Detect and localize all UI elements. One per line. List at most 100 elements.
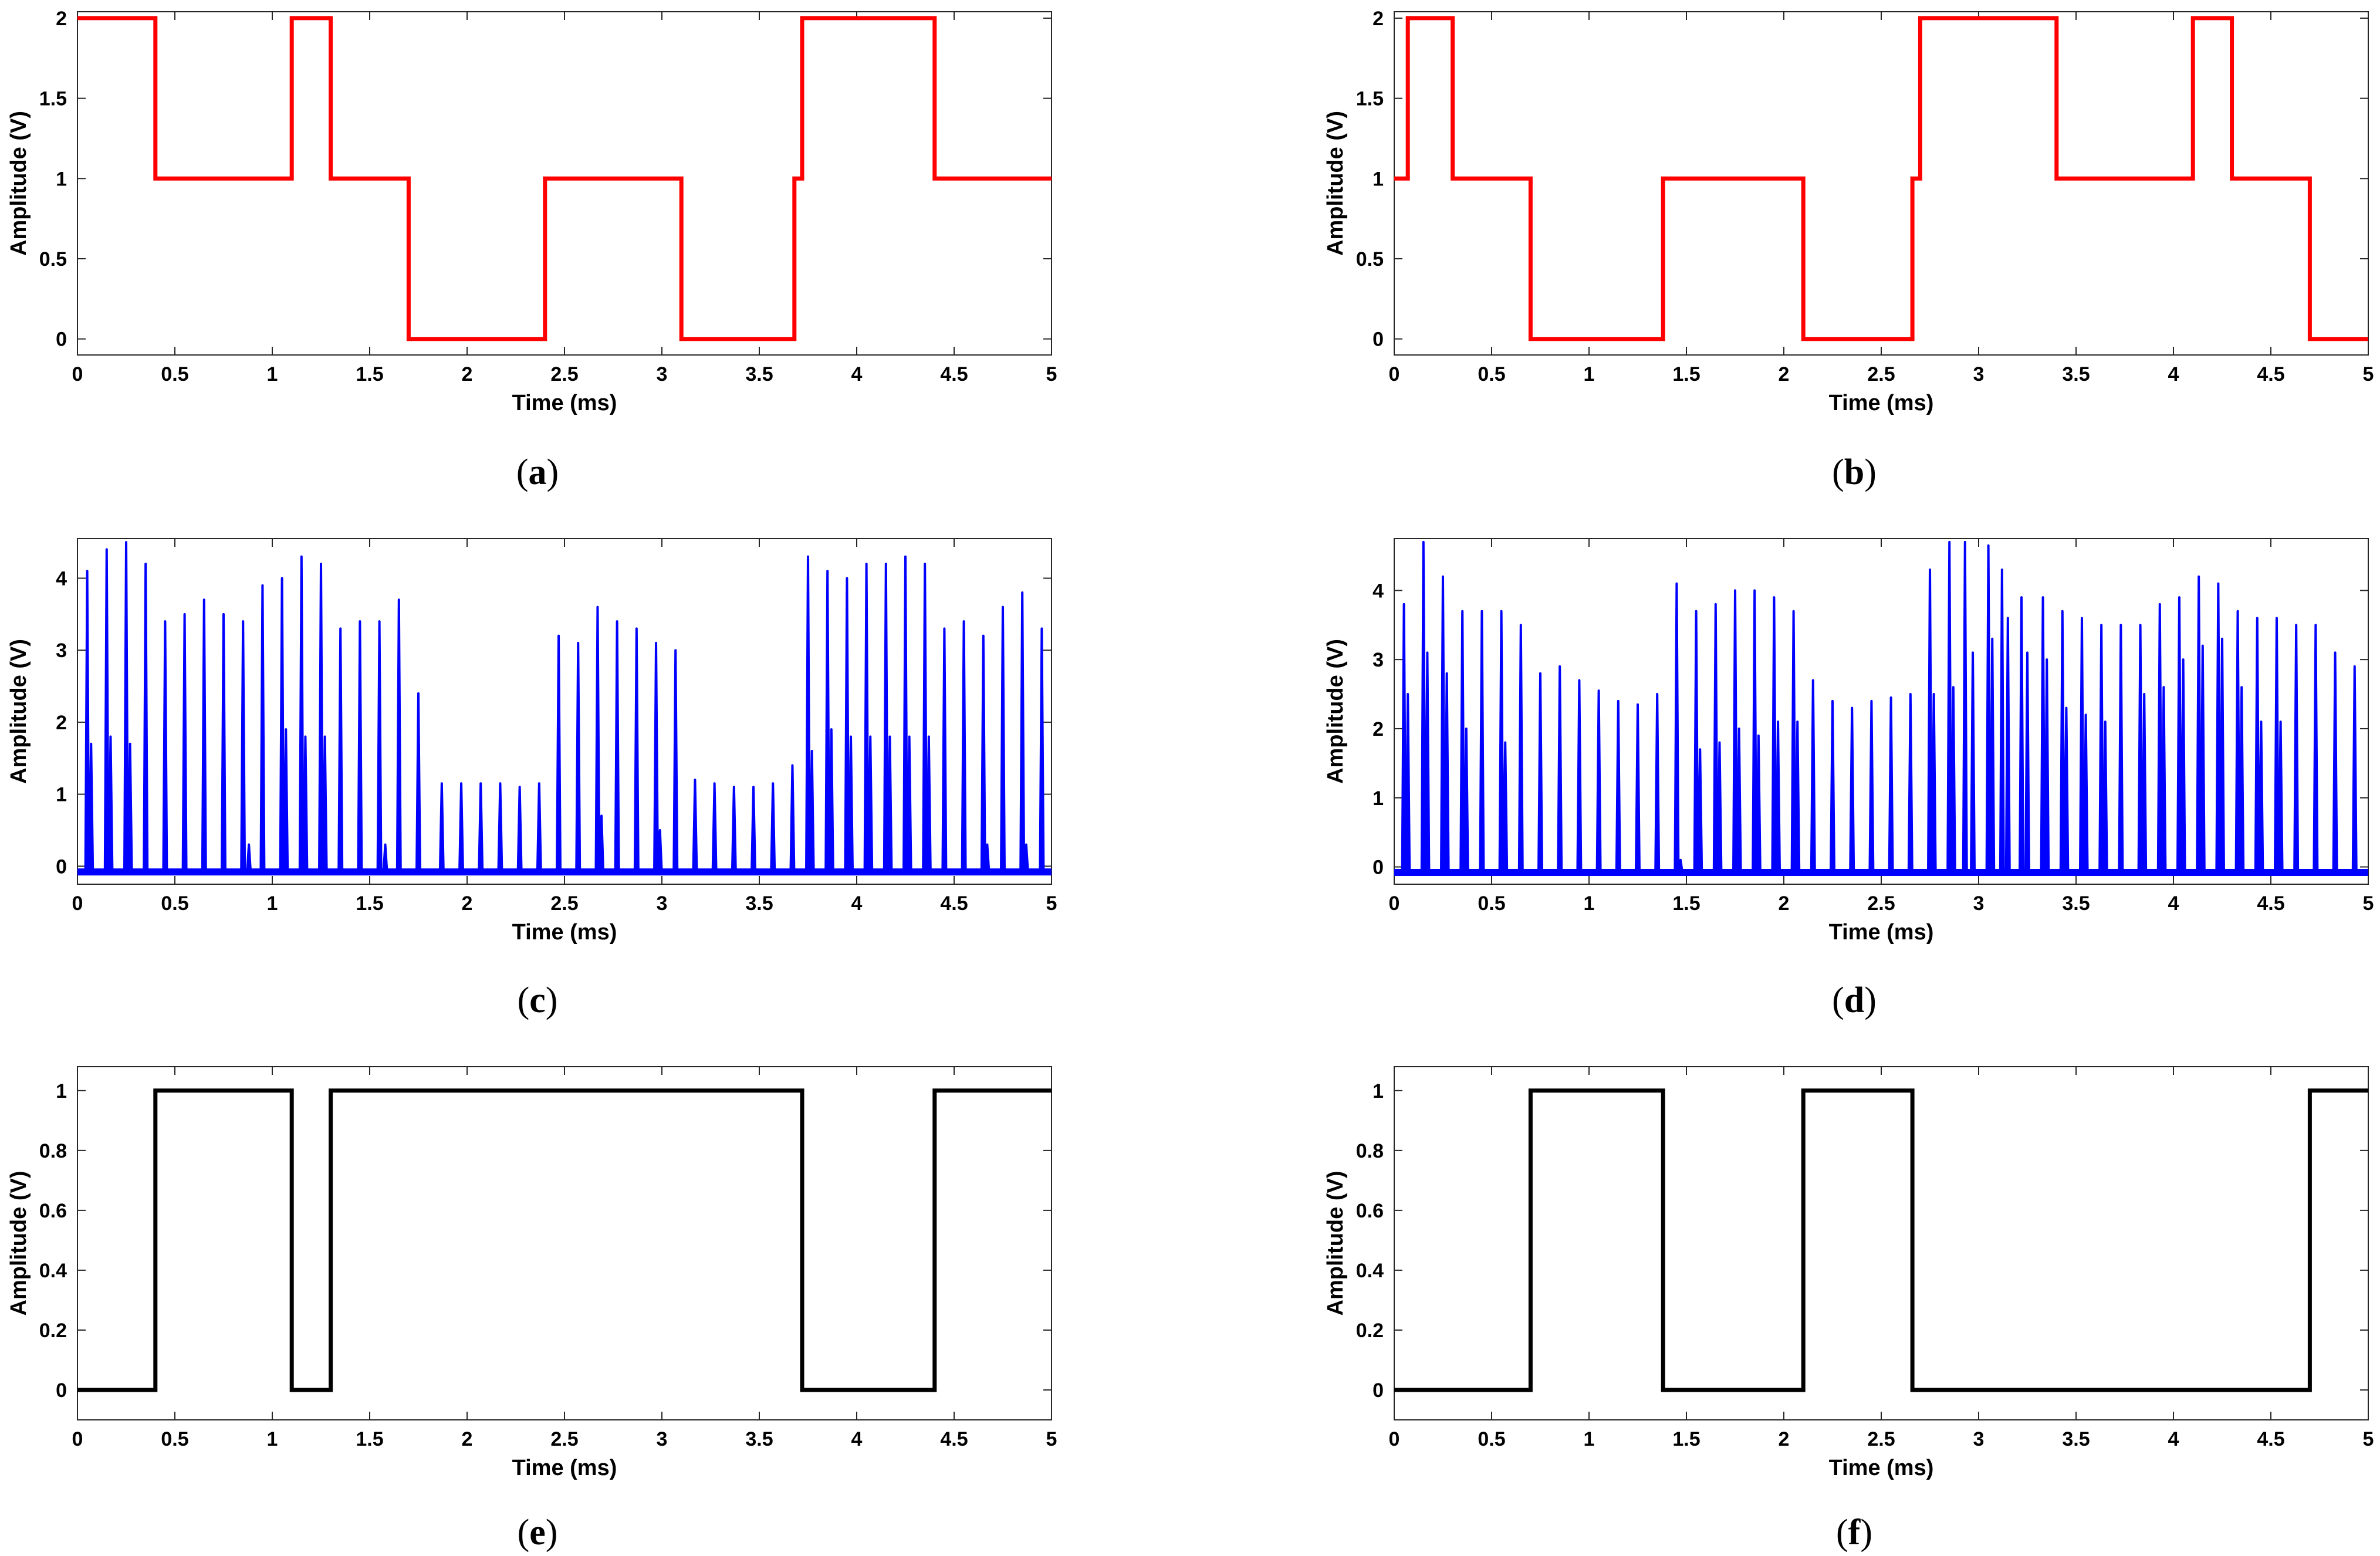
plot-frame — [1394, 1066, 2369, 1420]
y-tick-label: 3 — [1372, 649, 1384, 671]
signal-pulse — [750, 786, 757, 872]
x-tick-label: 5 — [2363, 1428, 2374, 1450]
signal-pulse — [1775, 721, 1781, 872]
signal-pulse — [599, 814, 605, 872]
x-tick-label: 1.5 — [1672, 1428, 1700, 1450]
x-tick-label: 3.5 — [745, 1428, 773, 1450]
y-tick-label: 2 — [56, 712, 67, 734]
signal-pulse — [181, 613, 188, 872]
signal-pulse — [1962, 540, 1968, 872]
x-tick-label: 4 — [851, 363, 863, 385]
signal-pulse — [2239, 686, 2245, 872]
plot-frame — [1394, 11, 2369, 356]
x-tick-label: 3 — [657, 1428, 668, 1450]
signal-pulse — [1635, 703, 1641, 872]
x-tick-label: 3 — [657, 363, 668, 385]
x-tick-label: 1.5 — [356, 1428, 383, 1450]
signal-pulse — [415, 692, 421, 872]
signal-pulse — [2019, 596, 2025, 872]
signal-pulse — [863, 562, 870, 872]
signal-pulse — [906, 735, 912, 872]
x-tick-label: 3 — [657, 892, 668, 915]
signal-pulse — [1716, 741, 1723, 872]
y-tick-label: 0.8 — [39, 1140, 67, 1162]
x-tick-label: 2.5 — [1867, 892, 1895, 915]
x-tick-label: 1.5 — [356, 363, 383, 385]
signal-pulse — [2219, 637, 2225, 872]
signal-pulse — [1674, 582, 1680, 872]
signal-pulse — [1019, 591, 1026, 872]
signal-pulse — [1946, 540, 1953, 872]
signal-pulse — [2332, 651, 2338, 872]
y-tick-label: 0 — [1372, 1379, 1384, 1402]
y-tick-label: 0.6 — [1356, 1200, 1384, 1222]
signal-pulse — [1755, 734, 1762, 872]
y-tick-label: 0 — [1372, 329, 1384, 351]
y-tick-label: 0 — [56, 329, 67, 351]
signal-pulse — [961, 620, 967, 872]
signal-pulse — [1849, 706, 1855, 872]
signal-pulse — [867, 735, 874, 872]
signal-pulse — [2293, 624, 2300, 872]
x-tick-label: 1 — [267, 892, 278, 915]
x-axis-label: Time (ms) — [512, 920, 617, 945]
signal-pulse — [824, 570, 831, 872]
signal-pulse — [1907, 693, 1914, 872]
panel-caption: (f) — [1836, 1513, 1872, 1552]
signal-pulse — [789, 764, 796, 872]
signal-pulse — [2273, 617, 2280, 872]
signal-pulse — [1463, 727, 1469, 872]
signal-pulse — [127, 742, 133, 872]
signal-pulse — [2082, 713, 2089, 872]
panel-caption: (e) — [518, 1513, 558, 1552]
x-axis-label: Time (ms) — [1829, 920, 1934, 945]
signal-pulse — [2004, 617, 2011, 872]
y-tick-label: 0 — [56, 1379, 67, 1402]
x-tick-label: 2 — [1779, 892, 1790, 915]
series-line-e — [77, 1088, 1052, 1392]
x-tick-label: 4.5 — [940, 892, 968, 915]
signal-pulse — [1576, 679, 1583, 872]
x-tick-label: 3 — [1973, 892, 1985, 915]
x-tick-label: 1.5 — [1672, 363, 1700, 385]
signal-pulse — [1810, 679, 1816, 872]
signal-pulse — [1950, 686, 1956, 872]
signal-pulse — [2059, 610, 2065, 872]
panel-caption: (d) — [1832, 980, 1877, 1020]
signal-pulse — [1985, 544, 1992, 872]
chart-panel-b: 0 0.5 1 1.5 2 2.5 3 3.5 4 4.5 5 0 0.5 1 1.5 2 Time (ms) A… — [1323, 8, 2374, 492]
signal-pulse — [1697, 748, 1703, 872]
signal-pulse — [458, 782, 465, 872]
signal-pulse — [318, 562, 324, 872]
y-tick-label: 1 — [1372, 168, 1384, 190]
x-tick-label: 0.5 — [161, 892, 188, 915]
y-tick-label: 0.4 — [1356, 1260, 1384, 1282]
signal-pulse — [2199, 644, 2206, 872]
x-tick-label: 4 — [851, 892, 863, 915]
signal-pulse — [1654, 693, 1661, 872]
signal-pulse — [828, 728, 834, 872]
x-tick-label: 2.5 — [1867, 363, 1895, 385]
y-tick-label: 0.2 — [39, 1320, 67, 1342]
y-tick-label: 0.5 — [1356, 248, 1384, 270]
signal-pulse — [107, 735, 114, 872]
y-tick-label: 0.6 — [39, 1200, 67, 1222]
signal-pulse — [2040, 596, 2046, 872]
signal-pulse — [478, 782, 484, 872]
panel-caption: (c) — [518, 980, 558, 1020]
signal-pulse — [1712, 603, 1719, 872]
signal-pulse — [1868, 699, 1875, 872]
signal-pulse — [221, 613, 226, 872]
y-axis-label: Amplitude (V) — [1323, 111, 1348, 256]
signal-pulse — [1557, 665, 1563, 872]
y-tick-label: 0 — [1372, 857, 1384, 879]
x-tick-label: 2 — [462, 1428, 473, 1450]
signal-pulse — [1794, 721, 1801, 872]
x-tick-label: 0.5 — [1478, 892, 1505, 915]
x-tick-label: 4 — [851, 1428, 863, 1450]
signal-pulse — [805, 555, 811, 872]
signal-pulse — [1039, 627, 1045, 872]
signal-pulse — [1479, 610, 1485, 872]
y-tick-label: 0.8 — [1356, 1140, 1384, 1162]
x-tick-label: 4.5 — [940, 363, 968, 385]
